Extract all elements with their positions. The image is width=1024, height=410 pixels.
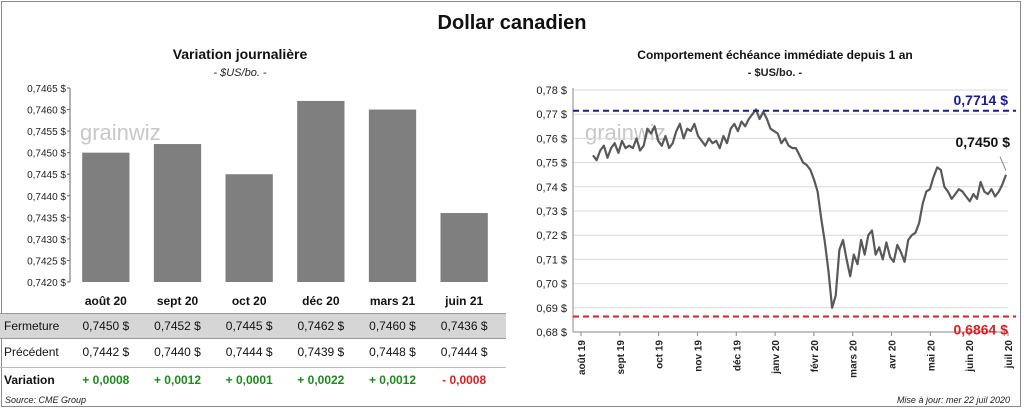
bar-6 (440, 213, 488, 282)
category-label-6: juin 21 (444, 294, 483, 308)
y-tick-label: 0,7425 $ (27, 256, 66, 267)
category-label-2: sept 20 (157, 294, 199, 308)
table-cell: 0,7439 $ (297, 345, 345, 359)
table-cell: 0,7460 $ (369, 319, 416, 333)
table-cell: 0,7445 $ (225, 319, 273, 333)
table-cell: + 0,0022 (297, 373, 345, 387)
table-cell: 0,7452 $ (154, 319, 201, 333)
table-cell: 0,7444 $ (440, 345, 488, 359)
table-row-previous: Précédent 0,7442 $ 0,7440 $ 0,7444 $ 0,7439… (0, 340, 506, 364)
category-label-1: août 20 (85, 294, 127, 308)
y-tick-label: 0,7465 $ (27, 84, 66, 95)
bar-2 (153, 144, 202, 282)
table-cell: 0,7448 $ (369, 345, 416, 359)
table-cell: 0,7444 $ (225, 345, 273, 359)
y-tick-label: 0,7460 $ (27, 106, 66, 117)
bar-1 (82, 152, 130, 282)
daily-variation-chart: Variation journalière - $US/bo. - grainwiz… (27, 46, 488, 308)
table-cell: 0,7442 $ (82, 345, 130, 359)
category-label-4: déc 20 (302, 294, 340, 308)
row-label-previous: Précédent (4, 345, 59, 359)
bar-3 (225, 174, 273, 282)
table-cell: 0,7436 $ (440, 319, 488, 333)
table-row-variation: Variation + 0,0008 + 0,0012 + 0,0001 + 0,00… (0, 367, 506, 392)
table-cell: 0,7450 $ (82, 319, 130, 333)
left-chart-subtitle: - $US/bo. - (213, 67, 267, 79)
table-cell: - 0,0008 (442, 373, 487, 387)
table-cell: 0,7462 $ (297, 319, 345, 333)
y-tick-label: 0,7420 $ (27, 278, 66, 289)
y-tick-label: 0,7445 $ (27, 170, 66, 181)
table-cell: + 0,0012 (368, 373, 417, 387)
row-label-variation: Variation (4, 373, 55, 387)
y-tick-label: 0,7435 $ (27, 213, 66, 224)
bar-5 (368, 109, 417, 282)
left-chart-title: Variation journalière (173, 46, 308, 62)
category-label-5: mars 21 (370, 294, 416, 308)
y-tick-label: 0,7450 $ (27, 149, 66, 160)
table-row-closing: Fermeture 0,7450 $ 0,7452 $ 0,7445 $ 0,7462… (0, 313, 506, 339)
page-title: Dollar canadien (437, 12, 587, 34)
update-note: Mise à jour: mer 22 juil 2020 (896, 395, 1010, 405)
table-cell: + 0,0012 (153, 373, 202, 387)
left-watermark-logo: grainwiz (80, 120, 161, 145)
source-note: Source: CME Group (5, 395, 87, 405)
table-cell: + 0,0001 (225, 373, 273, 387)
row-label-closing: Fermeture (4, 319, 60, 333)
bar-4 (297, 100, 345, 282)
category-label-3: oct 20 (232, 294, 267, 308)
y-tick-label: 0,7430 $ (27, 235, 66, 246)
y-tick-label: 0,7440 $ (27, 192, 66, 203)
y-tick-label: 0,7455 $ (27, 127, 66, 138)
table-cell: + 0,0008 (82, 373, 130, 387)
table-cell: 0,7440 $ (154, 345, 201, 359)
